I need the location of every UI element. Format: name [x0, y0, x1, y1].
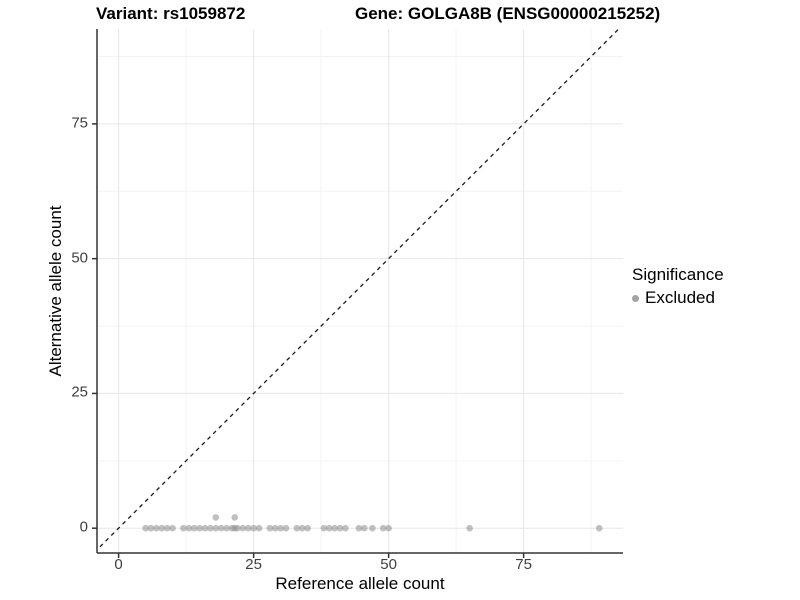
data-point	[169, 524, 176, 532]
data-point	[244, 524, 252, 532]
data-point	[239, 524, 247, 532]
legend-excluded-dot-icon	[632, 294, 639, 302]
data-point	[180, 524, 187, 532]
data-point	[304, 524, 311, 532]
data-point	[331, 524, 338, 532]
data-point	[293, 524, 301, 532]
data-point	[201, 524, 209, 532]
data-point	[147, 524, 155, 532]
data-point	[342, 524, 349, 532]
data-point	[282, 524, 290, 532]
data-point	[320, 524, 328, 532]
data-point	[250, 524, 257, 532]
data-point	[190, 524, 198, 532]
data-point	[336, 524, 344, 532]
data-point	[196, 524, 203, 532]
data-point	[595, 524, 603, 532]
data-point	[217, 524, 225, 532]
data-point	[271, 524, 279, 532]
legend-title: Significance	[632, 265, 724, 284]
data-point	[277, 524, 284, 532]
data-point	[153, 524, 160, 532]
x-tick-label: 75	[515, 556, 532, 573]
y-tick-label: 0	[79, 518, 88, 536]
data-point	[379, 524, 387, 532]
data-point	[212, 514, 220, 521]
data-point	[223, 524, 230, 532]
data-point	[385, 524, 392, 532]
data-point	[355, 524, 363, 532]
data-point	[466, 524, 473, 532]
y-tick-label: 25	[71, 384, 88, 402]
x-tick-label: 25	[245, 556, 262, 573]
data-point	[369, 524, 376, 532]
identity-line	[97, 29, 620, 551]
x-axis-title: Reference allele count	[275, 574, 445, 593]
y-tick-label: 50	[71, 249, 88, 267]
data-point	[163, 524, 171, 532]
data-point	[158, 524, 166, 532]
y-axis-title: Alternative allele count	[46, 205, 65, 377]
x-tick-label: 50	[380, 556, 397, 573]
data-point	[325, 524, 333, 532]
data-point	[142, 524, 149, 532]
data-point	[361, 524, 368, 532]
data-point	[298, 524, 306, 532]
plot-title-variant: Variant: rs1059872	[96, 4, 246, 23]
data-point	[185, 524, 193, 532]
data-point	[234, 524, 241, 532]
data-point	[207, 524, 214, 532]
data-point	[255, 524, 263, 532]
legend-item-label: Excluded	[645, 288, 715, 307]
y-tick-label: 75	[71, 114, 88, 132]
data-point	[231, 514, 239, 521]
legend: Significance Excluded	[632, 265, 724, 308]
plot-title-gene: Gene: GOLGA8B (ENSG00000215252)	[355, 4, 661, 23]
data-point	[266, 524, 274, 532]
data-point	[212, 524, 220, 532]
legend-item-excluded: Excluded	[632, 288, 724, 308]
x-tick-label: 0	[114, 556, 123, 573]
